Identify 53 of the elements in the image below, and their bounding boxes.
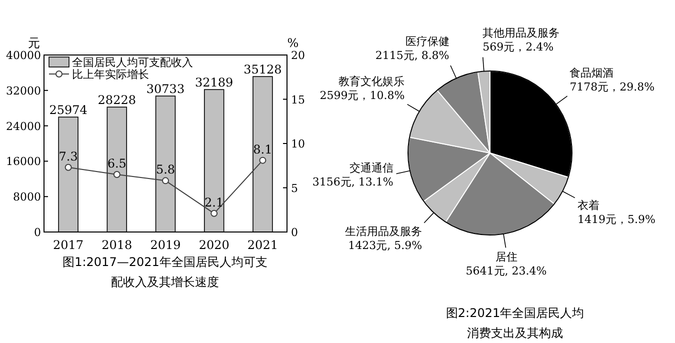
data-label: 7178元，29.8% <box>570 80 655 94</box>
slice-label: 衣着 <box>578 199 600 212</box>
data-label: 2115元, 8.8% <box>375 48 450 62</box>
data-label: 8.1 <box>253 142 272 156</box>
data-label: 569元，2.4% <box>482 40 554 54</box>
slice-label: 居住 <box>495 250 518 264</box>
x-tick-label: 2020 <box>198 238 230 252</box>
slice-label: 食品烟酒 <box>570 66 614 80</box>
x-tick-label: 2017 <box>53 238 84 252</box>
data-label: 6.5 <box>107 156 126 170</box>
data-label: 25974 <box>49 103 88 118</box>
slice-label: 其他用品及服务 <box>482 26 560 40</box>
slice-label: 生活用品及服务 <box>345 225 422 238</box>
data-label: 28228 <box>98 93 136 108</box>
y-tick-label: 0 <box>34 226 41 239</box>
data-label: 1423元, 5.9% <box>348 239 422 252</box>
data-label: 2599元，10.8% <box>320 88 405 102</box>
x-tick-label: 2019 <box>150 238 181 252</box>
y2-tick-label: 5 <box>291 182 298 195</box>
x-tick-label: 2018 <box>102 238 132 252</box>
slice-label: 医疗保健 <box>405 34 450 48</box>
data-label: 5641元, 23.4% <box>466 264 547 278</box>
y-tick-label: 24000 <box>6 120 41 133</box>
point <box>259 156 266 164</box>
y2-tick-label: 20 <box>291 49 305 62</box>
point <box>113 170 120 178</box>
y2-tick-label: 10 <box>291 138 305 150</box>
y2-tick-label: 0 <box>291 226 298 239</box>
slice-label: 教育文化娱乐 <box>338 74 405 88</box>
data-label: 30733 <box>146 82 185 96</box>
data-label: 32189 <box>195 76 234 90</box>
legend-label: 比上年实际增长 <box>72 68 149 81</box>
data-label: 7.3 <box>58 149 78 164</box>
y2-axis-title: % <box>287 36 299 50</box>
legend-label: 全国居民人均可支配收入 <box>72 56 193 69</box>
y-tick-label: 32000 <box>6 84 41 98</box>
y-tick-label: 16000 <box>6 155 41 168</box>
point <box>162 177 169 184</box>
text: 图2:2021年全国居民人均消费支出及其构成 <box>444 305 586 342</box>
point <box>210 210 218 217</box>
data-label: 3156元, 13.1% <box>312 175 394 188</box>
slice-label: 交通通信 <box>349 161 394 174</box>
data-label: 35128 <box>244 62 282 77</box>
text: 图1:2017—2021年全国居民人均可支配收入及其增长速度 <box>62 254 268 291</box>
data-label: 1419元，5.9% <box>578 213 656 226</box>
y-tick-label: 40000 <box>6 49 41 62</box>
data-label: 2.1 <box>204 195 224 210</box>
y2-tick-label: 15 <box>291 93 305 106</box>
x-tick-label: 2021 <box>247 238 278 252</box>
point <box>64 164 72 171</box>
data-label: 5.8 <box>156 162 176 177</box>
y-axis-title: 元 <box>28 36 40 50</box>
y-tick-label: 8000 <box>13 190 41 204</box>
